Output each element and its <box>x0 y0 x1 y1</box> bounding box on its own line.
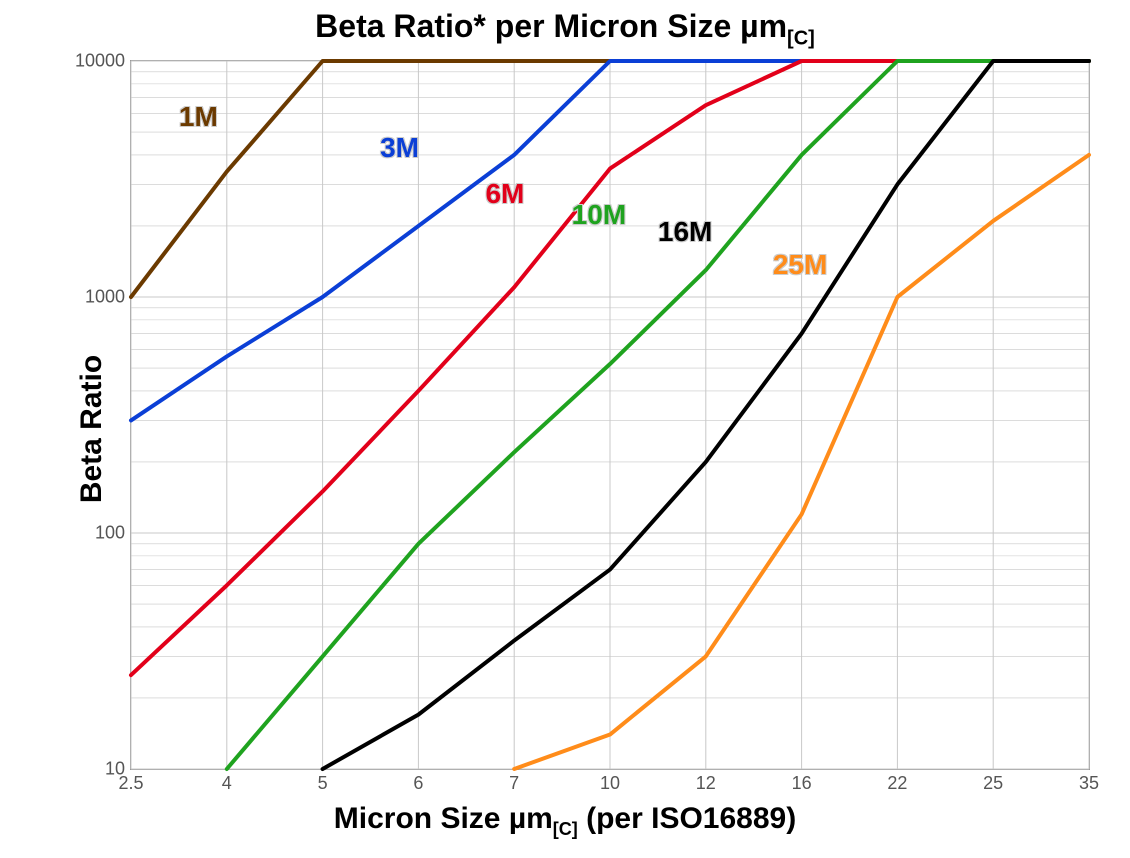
x-axis-label: Micron Size µm[C] (per ISO16889) <box>0 802 1130 840</box>
series-line-6M <box>131 61 1089 675</box>
series-label-3M: 3M <box>380 132 419 164</box>
y-tick-label: 1000 <box>85 287 131 308</box>
series-label-1M: 1M <box>179 101 218 133</box>
x-tick-label: 25 <box>983 769 1003 794</box>
series-label-25M: 25M <box>773 249 827 281</box>
x-tick-label: 10 <box>600 769 620 794</box>
y-tick-label: 10000 <box>75 51 131 72</box>
chart-title: Beta Ratio* per Micron Size µm[C] <box>0 8 1130 50</box>
x-tick-label: 4 <box>222 769 232 794</box>
plot-area: 2.54567101216222535101001000100001M3M6M1… <box>130 60 1090 770</box>
x-tick-label: 16 <box>792 769 812 794</box>
x-tick-label: 22 <box>887 769 907 794</box>
x-tick-label: 5 <box>318 769 328 794</box>
x-tick-label: 7 <box>509 769 519 794</box>
series-line-25M <box>514 155 1089 769</box>
series-label-6M: 6M <box>485 178 524 210</box>
y-axis-label: Beta Ratio <box>75 355 109 503</box>
series-label-10M: 10M <box>572 199 626 231</box>
series-line-1M <box>131 61 1089 297</box>
beta-ratio-chart: Beta Ratio* per Micron Size µm[C] Beta R… <box>0 0 1130 858</box>
series-line-10M <box>227 61 1089 769</box>
y-tick-label: 10 <box>105 759 131 780</box>
series-label-16M: 16M <box>658 216 712 248</box>
series-line-16M <box>323 61 1089 769</box>
x-tick-label: 12 <box>696 769 716 794</box>
y-tick-label: 100 <box>95 523 131 544</box>
series-lines <box>131 61 1089 769</box>
x-tick-label: 6 <box>413 769 423 794</box>
x-tick-label: 35 <box>1079 769 1099 794</box>
